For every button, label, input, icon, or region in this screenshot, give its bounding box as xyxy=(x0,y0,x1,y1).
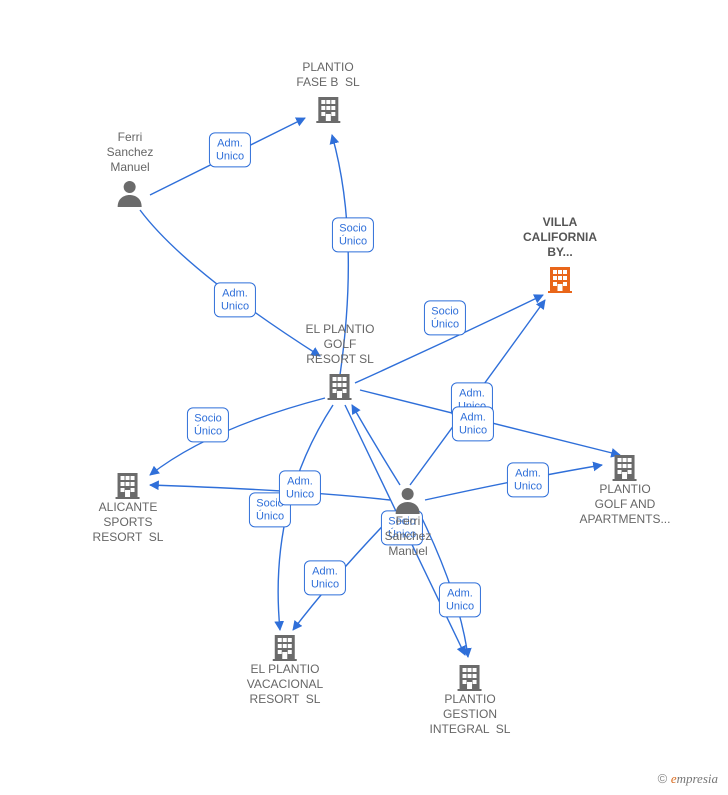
edge-label: Adm. Unico xyxy=(439,582,481,617)
node-plantio_fase_b[interactable]: PLANTIO FASE B SL xyxy=(296,60,359,124)
node-label: EL PLANTIO GOLF RESORT SL xyxy=(306,322,375,367)
node-vacacional[interactable]: EL PLANTIO VACACIONAL RESORT SL xyxy=(247,632,323,711)
edge-resort-alicante xyxy=(150,398,325,475)
node-label: PLANTIO GOLF AND APARTMENTS... xyxy=(580,482,671,527)
node-label: ALICANTE SPORTS RESORT SL xyxy=(93,500,164,545)
node-label: PLANTIO GESTION INTEGRAL SL xyxy=(430,692,511,737)
edge-label: Adm. Unico xyxy=(214,282,256,317)
edge-label: Socio Único xyxy=(424,300,466,335)
node-label: EL PLANTIO VACACIONAL RESORT SL xyxy=(247,662,323,707)
edge-ferri2-resort xyxy=(352,405,400,485)
brand-rest: mpresia xyxy=(677,771,718,786)
node-alicante[interactable]: ALICANTE SPORTS RESORT SL xyxy=(93,470,164,549)
node-villa[interactable]: VILLA CALIFORNIA BY... xyxy=(523,215,597,294)
edge-label: Adm. Unico xyxy=(452,406,494,441)
node-gestion[interactable]: PLANTIO GESTION INTEGRAL SL xyxy=(430,662,511,741)
node-label: Ferri Sanchez Manuel xyxy=(385,514,432,559)
node-label: VILLA CALIFORNIA BY... xyxy=(523,215,597,260)
copyright-symbol: © xyxy=(658,771,668,786)
node-resort[interactable]: EL PLANTIO GOLF RESORT SL xyxy=(306,322,375,401)
edge-label: Socio Único xyxy=(187,407,229,442)
node-label: PLANTIO FASE B SL xyxy=(296,60,359,90)
network-diagram: Adm. Unico Adm. Unico Socio Único Socio Úni… xyxy=(0,0,728,795)
edge-label: Adm. Unico xyxy=(507,462,549,497)
node-label: Ferri Sanchez Manuel xyxy=(107,130,154,175)
edge-label: Adm. Unico xyxy=(304,560,346,595)
node-golf_apts[interactable]: PLANTIO GOLF AND APARTMENTS... xyxy=(580,452,671,531)
node-ferri2[interactable]: Ferri Sanchez Manuel xyxy=(385,486,432,563)
node-ferri[interactable]: Ferri Sanchez Manuel xyxy=(107,130,154,207)
edge-label: Socio Único xyxy=(332,217,374,252)
edge-label: Adm. Unico xyxy=(279,470,321,505)
credit: © empresia xyxy=(658,771,718,787)
edge-label: Adm. Unico xyxy=(209,132,251,167)
